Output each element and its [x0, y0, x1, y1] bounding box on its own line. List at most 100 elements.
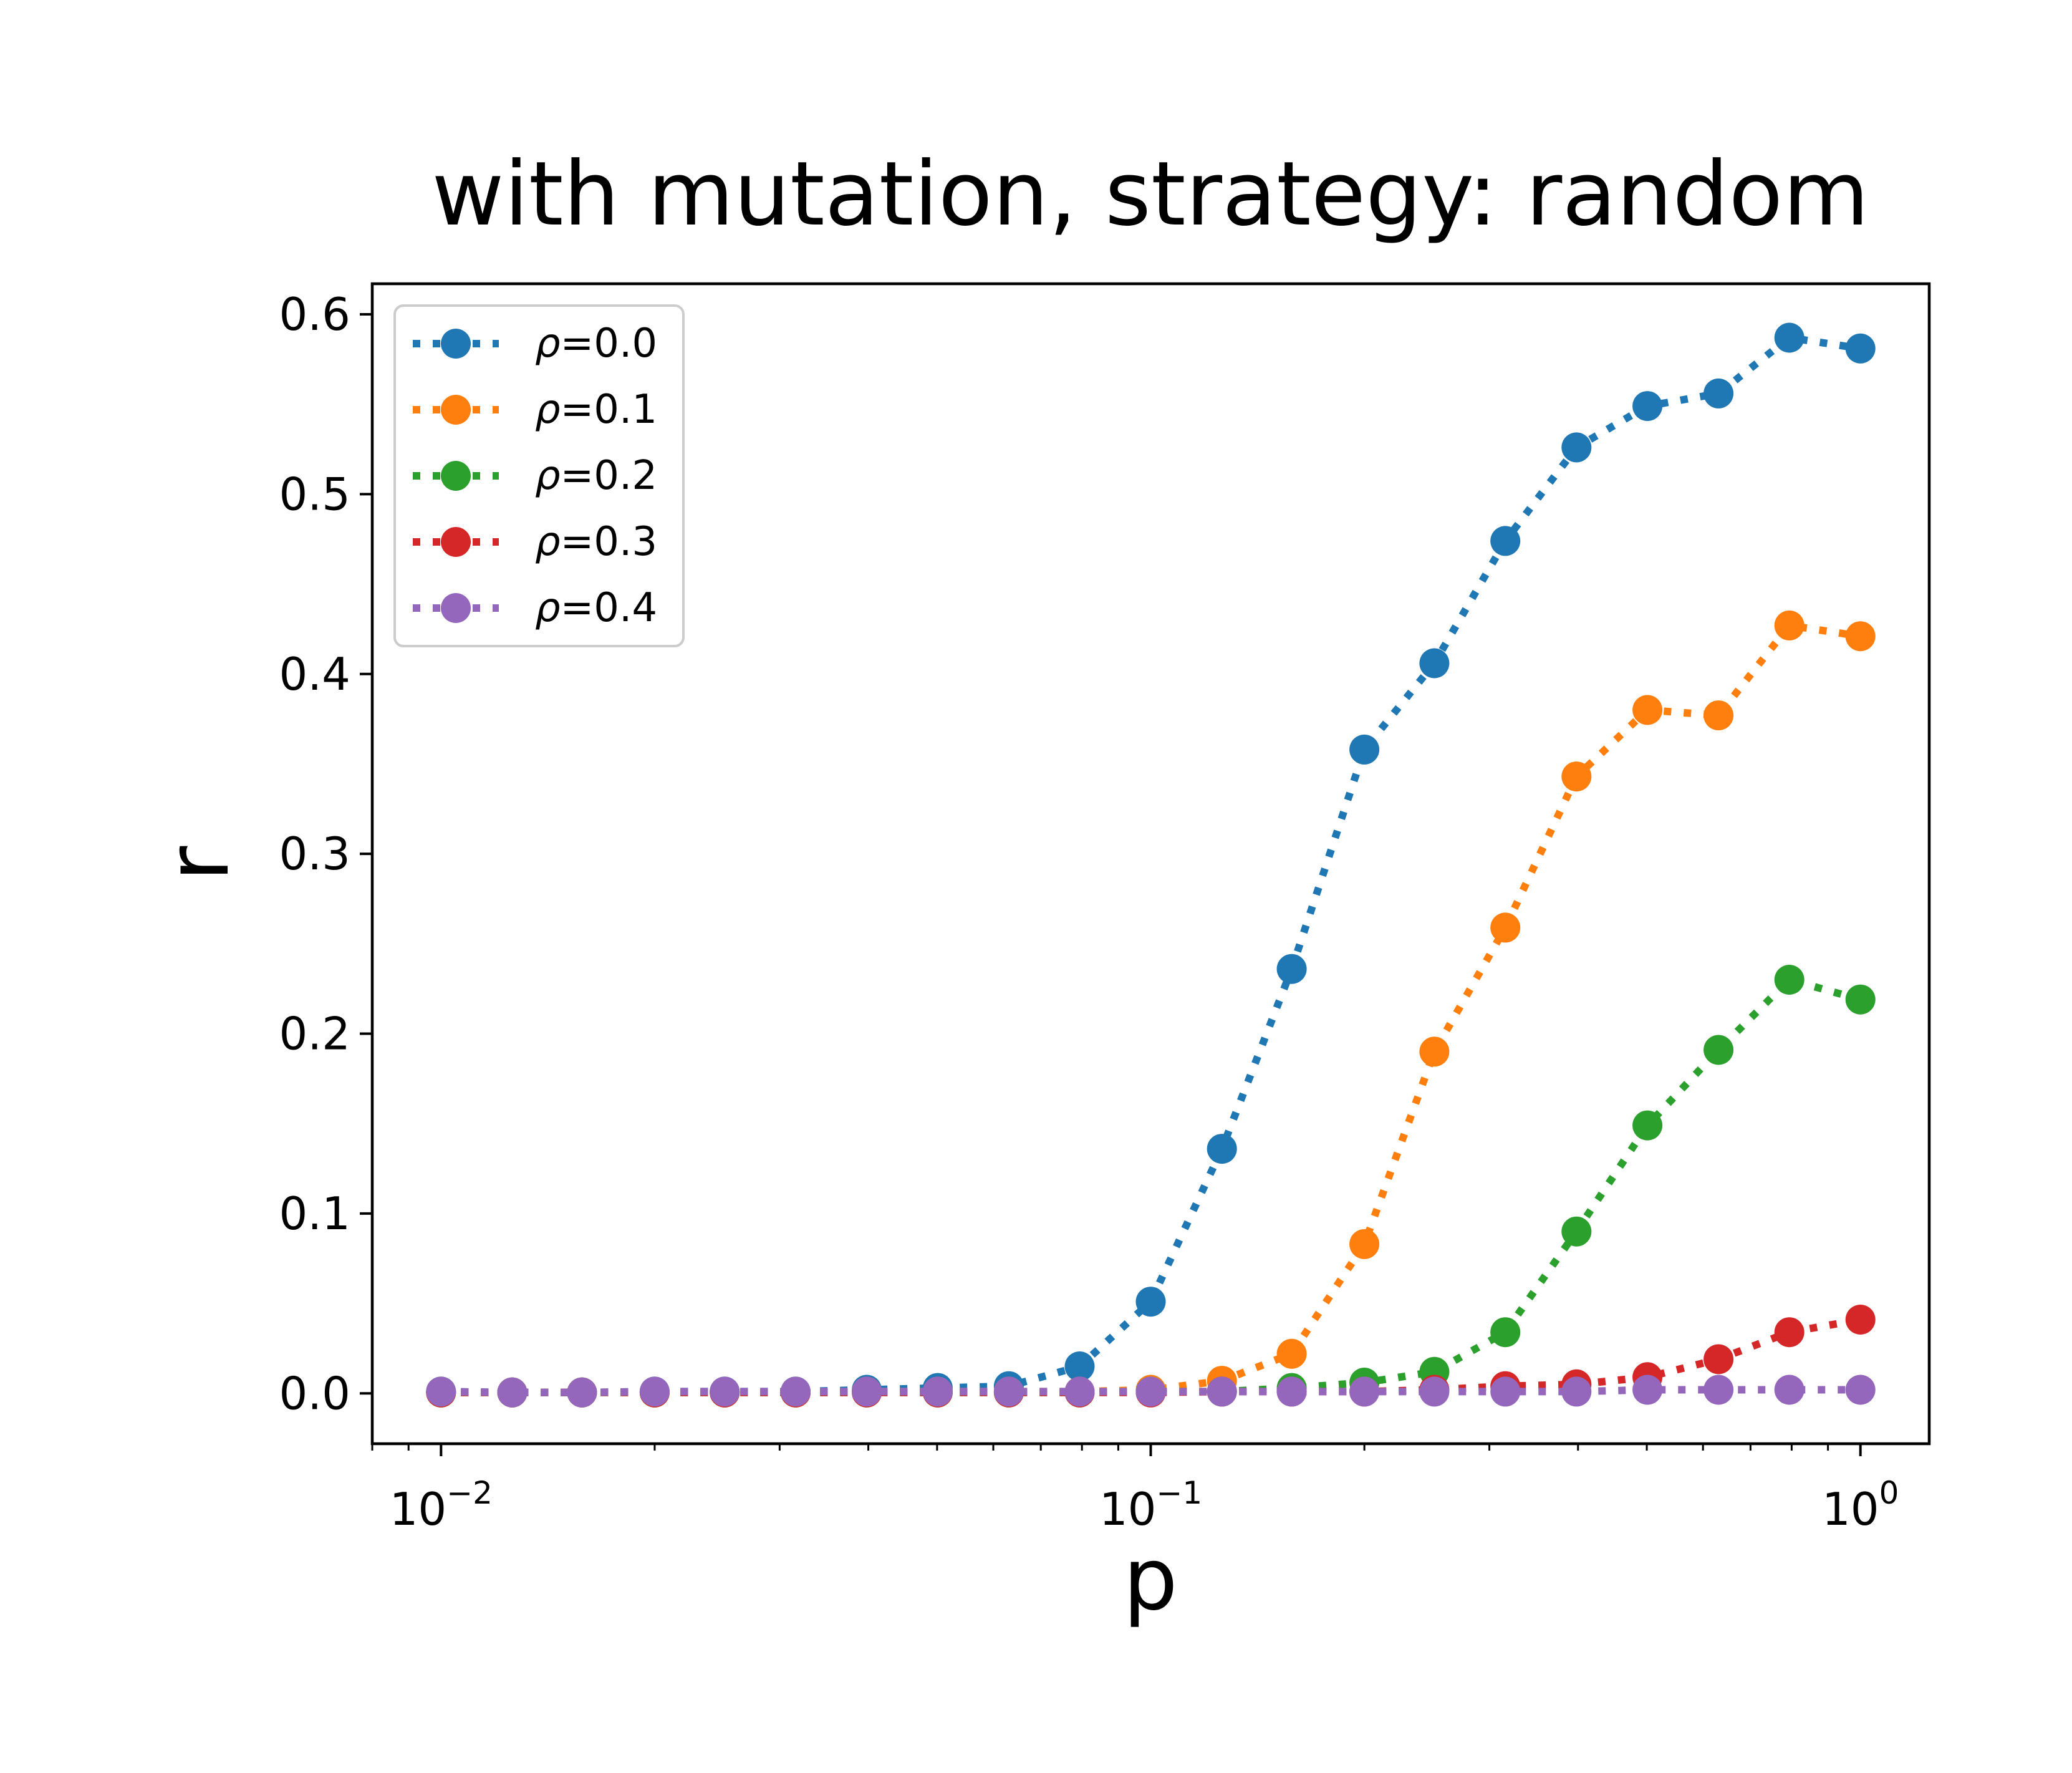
- legend-marker: [441, 329, 471, 359]
- data-point: [781, 1376, 811, 1407]
- data-point: [1349, 1229, 1380, 1259]
- legend-marker: [441, 461, 471, 491]
- data-point: [1703, 1344, 1734, 1374]
- legend-label: ρ=0.0: [535, 321, 657, 367]
- legend-entries: ρ=0.0ρ=0.1ρ=0.2ρ=0.3ρ=0.4: [413, 321, 657, 631]
- data-point: [1703, 1035, 1734, 1065]
- data-point: [1774, 1374, 1805, 1405]
- x-tick-label: 10−1: [1099, 1475, 1202, 1535]
- data-point: [497, 1377, 528, 1408]
- series-line-4: [441, 1386, 1861, 1396]
- data-point: [1703, 378, 1734, 408]
- chart-title: with mutation, strategy: random: [431, 143, 1869, 246]
- legend-symbol: ρ: [535, 387, 561, 433]
- data-point: [852, 1376, 882, 1407]
- legend-symbol: ρ: [535, 519, 561, 565]
- series-line-3: [441, 1316, 1861, 1396]
- legend-label: ρ=0.1: [535, 387, 657, 433]
- data-point: [1845, 1374, 1876, 1405]
- data-point: [1845, 984, 1876, 1015]
- data-point: [1845, 333, 1876, 364]
- data-point: [1845, 1305, 1876, 1335]
- data-point: [993, 1376, 1024, 1407]
- y-tick-label: 0.6: [279, 288, 350, 341]
- data-point: [1561, 432, 1592, 463]
- legend-symbol: ρ: [535, 321, 561, 367]
- y-axis-label: r: [148, 846, 248, 881]
- legend: ρ=0.0ρ=0.1ρ=0.2ρ=0.3ρ=0.4: [393, 304, 685, 647]
- data-point: [1207, 1134, 1237, 1164]
- data-point: [1419, 1036, 1450, 1067]
- y-tick-label: 0.1: [279, 1187, 350, 1240]
- x-tick-label: 100: [1822, 1475, 1899, 1535]
- data-point: [710, 1376, 740, 1407]
- data-point: [1276, 954, 1307, 984]
- x-tick-base: 10: [390, 1483, 447, 1535]
- legend-label: ρ=0.4: [535, 585, 657, 631]
- legend-symbol: ρ: [535, 585, 561, 631]
- x-tick-label: 10−2: [390, 1475, 493, 1535]
- data-point: [639, 1376, 670, 1407]
- data-point: [1632, 1110, 1663, 1141]
- legend-symbol: ρ: [535, 453, 561, 499]
- series-line-2: [441, 975, 1862, 1396]
- data-point: [1064, 1376, 1095, 1407]
- data-point: [1276, 1376, 1307, 1407]
- y-tick-label: 0.0: [279, 1367, 350, 1419]
- data-point: [1632, 1374, 1663, 1405]
- data-point: [1561, 761, 1592, 792]
- data-point: [1774, 610, 1805, 640]
- data-point: [1490, 526, 1521, 556]
- legend-item-0: ρ=0.0: [413, 321, 657, 367]
- legend-marker: [441, 395, 471, 425]
- data-point: [567, 1377, 597, 1408]
- y-tick-label: 0.4: [279, 648, 350, 700]
- legend-label: ρ=0.3: [535, 519, 657, 565]
- data-point: [1135, 1287, 1166, 1317]
- y-tick-label: 0.3: [279, 828, 350, 880]
- data-point: [1490, 1376, 1521, 1407]
- data-point: [1561, 1216, 1592, 1247]
- legend-item-4: ρ=0.4: [413, 585, 657, 631]
- legend-item-1: ρ=0.1: [413, 387, 657, 433]
- data-point: [1774, 1317, 1805, 1348]
- data-point: [1419, 1376, 1450, 1407]
- data-point: [1703, 700, 1734, 731]
- data-point: [1845, 621, 1876, 652]
- data-point: [1561, 1376, 1592, 1407]
- data-point: [1632, 695, 1663, 725]
- legend-marker: [441, 527, 471, 557]
- data-point: [922, 1376, 953, 1407]
- data-point: [1490, 1317, 1521, 1348]
- data-point: [1490, 912, 1521, 943]
- y-tick-label: 0.5: [279, 468, 350, 520]
- legend-value: =0.2: [561, 453, 657, 499]
- data-point: [1135, 1376, 1166, 1407]
- x-tick-exponent: −1: [1156, 1475, 1202, 1511]
- legend-label: ρ=0.2: [535, 453, 657, 499]
- data-point: [1419, 648, 1450, 679]
- x-tick-base: 10: [1822, 1483, 1879, 1535]
- series-4: [426, 1374, 1876, 1408]
- x-tick-base: 10: [1099, 1483, 1157, 1535]
- data-point: [1774, 965, 1805, 995]
- data-point: [1349, 1376, 1380, 1407]
- data-point: [1064, 1351, 1095, 1381]
- data-point: [1207, 1376, 1237, 1407]
- x-tick-exponent: 0: [1879, 1475, 1899, 1511]
- x-tick-exponent: −2: [446, 1475, 493, 1511]
- legend-value: =0.4: [561, 585, 657, 631]
- series-layer: [426, 322, 1876, 1408]
- data-point: [1276, 1338, 1307, 1369]
- data-point: [1774, 322, 1805, 353]
- data-point: [426, 1376, 456, 1407]
- y-axis-ticks: 0.0 0.1 0.2 0.3 0.4 0.5 0.6: [279, 288, 372, 1419]
- x-axis-ticks: 10−2 10−1 100: [371, 1444, 1899, 1535]
- data-point: [1632, 391, 1663, 422]
- data-point: [1703, 1374, 1734, 1405]
- legend-item-2: ρ=0.2: [413, 453, 657, 499]
- legend-value: =0.0: [561, 321, 657, 367]
- legend-marker: [441, 593, 471, 623]
- legend-box: [393, 304, 685, 647]
